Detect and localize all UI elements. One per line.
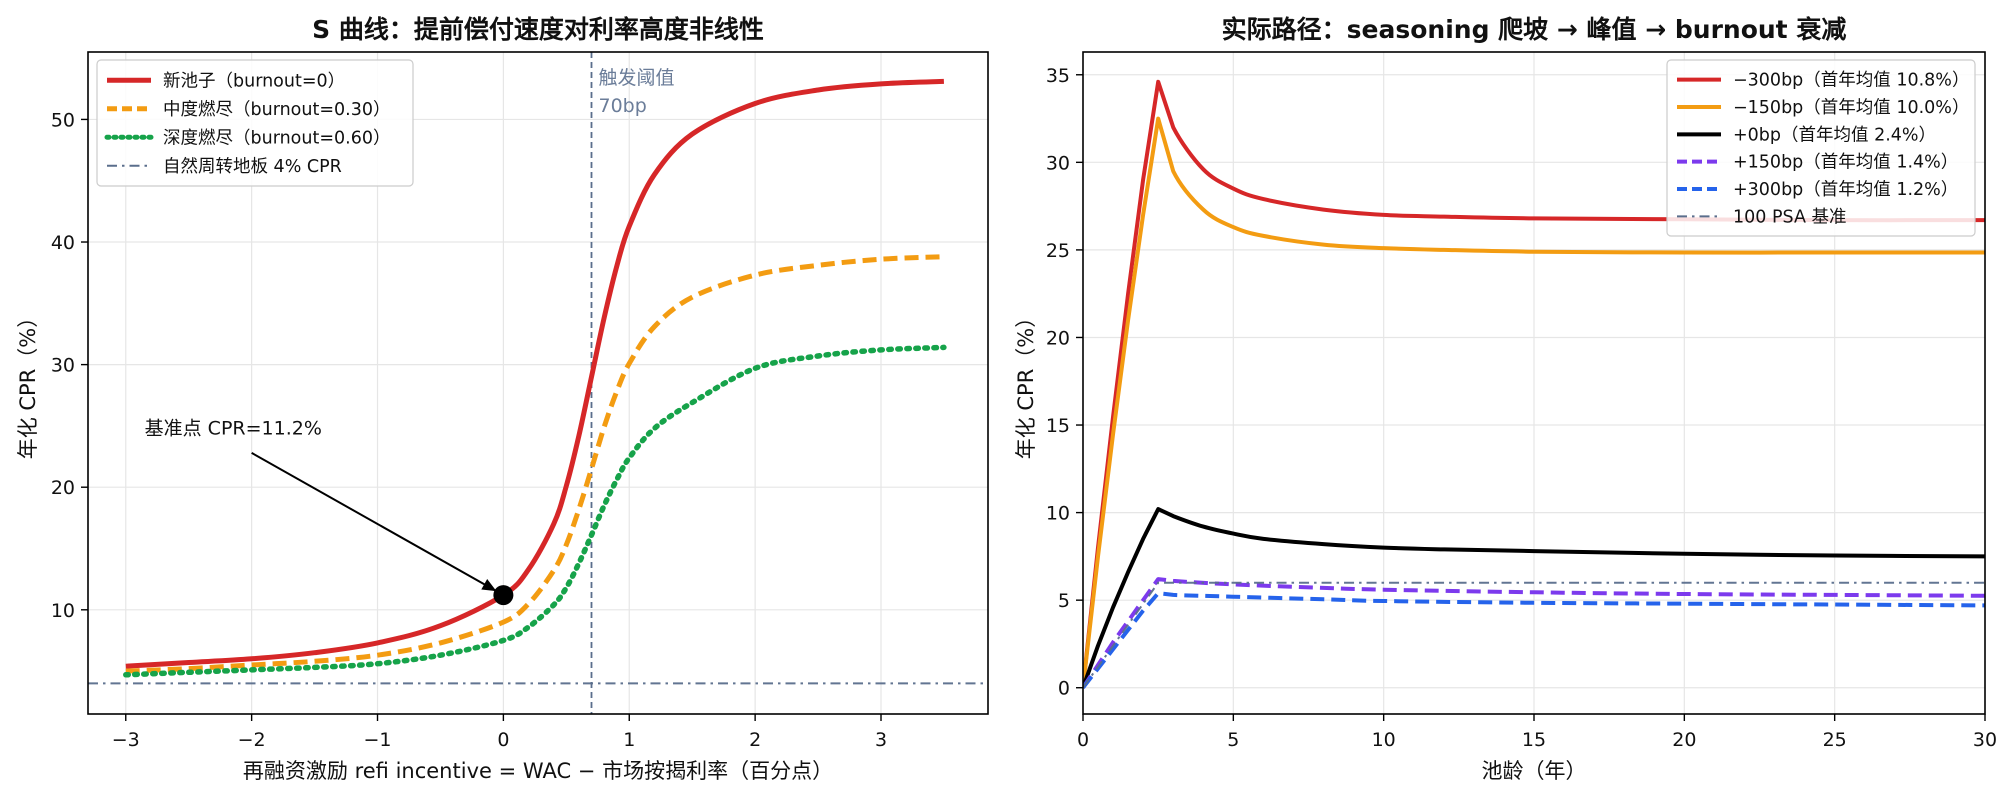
- legend-box: [96, 59, 414, 187]
- series-line-1: [125, 78, 944, 669]
- x-tick-label: 3: [875, 729, 887, 751]
- legend-label-3: 深度燃尽（burnout=0.60）: [163, 128, 390, 148]
- legend-label-2: −150bp（首年均值 10.0%）: [1733, 98, 1969, 118]
- y-tick-label: 15: [1046, 415, 1070, 437]
- base-point-marker: [493, 585, 514, 606]
- y-tick-label: 10: [1046, 503, 1070, 525]
- y-tick-label: 50: [51, 109, 75, 131]
- y-tick-label: 30: [51, 355, 75, 377]
- chart-2: 0 5 10 15 20 25 30 0 5 10 15 20 25 30 35 实际路径：seasoning…: [1014, 15, 1997, 783]
- y-tick-label: 20: [51, 477, 75, 499]
- x-tick-label: 25: [1823, 729, 1847, 751]
- series-line-4: [1083, 577, 1985, 689]
- y-tick-label: 20: [1046, 327, 1070, 349]
- legend-label-4: +150bp（首年均值 1.4%）: [1733, 153, 1958, 173]
- x-tick-label: 2: [749, 729, 761, 751]
- y-tick-label: 25: [1046, 240, 1070, 262]
- series-line-3: [1083, 507, 1985, 689]
- series-line-2: [125, 254, 944, 674]
- x-tick-label: 10: [1372, 729, 1396, 751]
- y-axis-label: 年化 CPR（%）: [16, 307, 40, 460]
- y-tick-label: 0: [1058, 678, 1070, 700]
- y-tick-label: 30: [1046, 152, 1070, 174]
- x-tick-label: 0: [1077, 729, 1089, 751]
- chart-title: 实际路径：seasoning 爬坡 → 峰值 → burnout 衰减: [1222, 15, 1847, 44]
- series-line-2: [1083, 116, 1985, 688]
- legend-label-1: 新池子（burnout=0）: [163, 71, 345, 91]
- legend-label-4: 自然周转地板 4% CPR: [163, 157, 342, 177]
- x-tick-label: 20: [1672, 729, 1696, 751]
- annotation-arrowhead: [481, 579, 497, 592]
- series-line-5: [1083, 591, 1985, 689]
- chart-title: S 曲线：提前偿付速度对利率高度非线性: [312, 15, 764, 44]
- x-tick-label: 5: [1227, 729, 1239, 751]
- plot-area: [88, 52, 988, 714]
- x-tick-label: −3: [112, 729, 140, 751]
- legend-label-2: 中度燃尽（burnout=0.30）: [163, 100, 390, 120]
- legend-label-3: +0bp（首年均值 2.4%）: [1733, 125, 1936, 145]
- legend-box: [1666, 59, 1976, 237]
- x-tick-label: −1: [364, 729, 392, 751]
- annotation-arrow: [251, 452, 497, 593]
- series-line-6: [1083, 581, 1985, 689]
- chart-1: 触发阈值 70bp 基准点 CPR=11.2% −3 −2 −1 0 1 2 3 10 20 30 40 5…: [16, 15, 989, 783]
- series-line-3: [123, 344, 947, 678]
- legend: 新池子（burnout=0） 中度燃尽（burnout=0.30） 深度燃尽（bur…: [96, 59, 414, 187]
- y-tick-label: 10: [51, 600, 75, 622]
- x-tick-label: 0: [497, 729, 509, 751]
- legend-label-1: −300bp（首年均值 10.8%）: [1733, 71, 1969, 91]
- legend-label-5: +300bp（首年均值 1.2%）: [1733, 180, 1958, 200]
- threshold-value-label: 70bp: [598, 95, 646, 117]
- x-tick-label: 30: [1973, 729, 1997, 751]
- x-axis-label: 池龄（年）: [1482, 759, 1587, 783]
- y-tick-label: 5: [1058, 590, 1070, 612]
- annotation-label: 基准点 CPR=11.2%: [145, 417, 322, 439]
- x-tick-label: 1: [623, 729, 635, 751]
- axes-frame: [87, 51, 989, 715]
- x-tick-label: −2: [238, 729, 266, 751]
- y-tick-label: 35: [1046, 65, 1070, 87]
- y-tick-label: 40: [51, 232, 75, 254]
- x-axis-label: 再融资激励 refi incentive = WAC − 市场按揭利率（百分点）: [243, 759, 833, 783]
- threshold-label: 触发阈值: [598, 67, 674, 89]
- legend: −300bp（首年均值 10.8%） −150bp（首年均值 10.0%） +0bp…: [1666, 59, 1976, 237]
- legend-label-6: 100 PSA 基准: [1733, 207, 1847, 227]
- y-axis-label: 年化 CPR（%）: [1014, 307, 1038, 460]
- x-tick-label: 15: [1522, 729, 1546, 751]
